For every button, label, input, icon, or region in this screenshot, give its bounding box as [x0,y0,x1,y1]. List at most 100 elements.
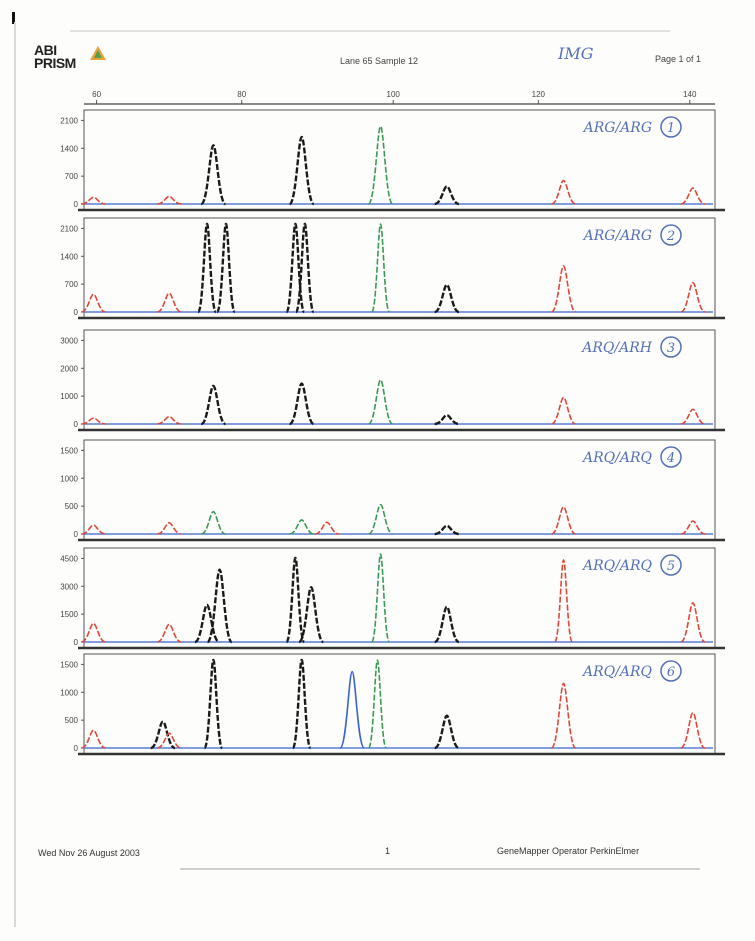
peak-green [367,125,394,205]
y-tick-label: 1000 [60,474,78,483]
genotype-annotation: ARQ/ARQ [581,450,652,466]
x-tick-label: 80 [237,90,246,99]
panel-1: 2100 1400 700 0 ARG/ARG 1 [60,109,725,212]
panel-2: 2100 1400 700 0 ARG/ARG 2 [60,217,725,320]
peak-black [150,720,176,750]
genotype-annotation: ARG/ARG [582,228,652,244]
y-tick-label: 2100 [60,116,78,125]
panel-number: 2 [666,229,675,244]
peak-red [551,179,576,205]
circled-number-ring [660,224,682,246]
panel-number: 5 [667,559,675,574]
peak-green [200,510,226,535]
panel-5: 4500 3000 1500 0 ARQ/ARQ 5 [60,547,725,650]
peak-red [550,682,577,749]
genotype-annotation: ARQ/ARH [580,340,652,356]
peak-black [434,605,460,644]
panel-4: 1500 1000 500 0 ARQ/ARQ 4 [60,439,725,542]
peak-red [680,187,706,205]
peak-black [434,283,460,314]
peak-red [680,602,706,643]
peak-green [368,503,394,535]
y-tick-label: 1500 [60,660,78,669]
y-tick-label: 0 [74,200,79,209]
y-tick-label: 1400 [60,144,78,153]
peak-black [294,222,315,314]
peak-red [156,522,182,535]
scan-corner-mark [12,12,15,24]
footer-page-number: 1 [385,846,391,856]
x-tick-label: 100 [387,90,401,99]
peak-red [156,415,182,425]
circled-number-ring [660,116,682,138]
peak-red [81,524,106,535]
y-tick-label: 2100 [60,224,78,233]
circled-number-ring [660,446,682,468]
y-tick-label: 3000 [60,336,78,345]
peak-black [285,222,306,314]
peak-green [370,223,391,313]
peak-black [288,382,315,426]
peak-red [680,520,706,535]
genotype-annotation: ARQ/ARQ [581,558,652,574]
handwritten-title: IMG [558,44,594,63]
sample-header: Lane 65 Sample 12 [340,56,419,66]
footer-software: GeneMapper Operator PerkinElmer [497,846,640,856]
peak-black [434,413,460,426]
logo-text-bottom: PRISM [34,55,76,71]
panel-number: 6 [667,665,675,680]
page-label: Page 1 of 1 [655,54,702,64]
y-tick-label: 0 [74,530,79,539]
peak-black [434,714,460,750]
peak-red [553,559,574,643]
peak-red [314,521,340,535]
peak-red [156,195,182,205]
peak-black [206,568,233,644]
y-tick-label: 2000 [60,364,78,373]
peak-red [81,417,106,425]
y-tick-label: 500 [65,502,79,511]
peak-black [200,384,227,426]
top-rule [70,30,670,32]
peak-red [156,732,182,749]
y-tick-label: 3000 [60,582,78,591]
peak-red [81,196,106,205]
peak-black [285,556,306,644]
peak-red [81,622,106,643]
panel-number: 3 [667,341,675,356]
abi-prism-logo: ABI PRISM [34,43,124,84]
y-tick-label: 1500 [60,446,78,455]
y-tick-label: 700 [65,280,79,289]
x-tick-label: 120 [532,90,546,99]
peak-green [370,553,391,643]
peak-red [680,711,706,749]
peak-red [156,623,182,643]
panel-6: 1500 1000 500 0 ARQ/ARQ 6 [60,653,725,756]
peak-red [156,292,182,313]
peak-red [81,729,106,749]
genotype-annotation: ARG/ARG [582,120,652,136]
y-tick-label: 1000 [60,392,78,401]
bottom-rule [180,868,700,870]
y-tick-label: 1500 [60,610,78,619]
peak-green [289,519,314,535]
peak-black [288,135,315,206]
panel-number: 4 [666,451,675,466]
y-tick-label: 0 [74,308,79,317]
peak-green [367,379,394,425]
y-tick-label: 0 [74,638,79,647]
y-tick-label: 1000 [60,688,78,697]
peak-black [197,222,218,314]
y-tick-label: 700 [65,172,79,181]
peak-black [203,658,224,750]
peak-black [291,658,312,750]
circled-number-ring [660,554,682,576]
circled-number-ring [660,336,682,358]
footer-date: Wed Nov 26 August 2003 [38,848,140,858]
y-tick-label: 500 [65,716,79,725]
peak-red [550,265,577,313]
y-tick-label: 0 [74,420,79,429]
circled-number-ring [660,660,682,682]
genotype-annotation: ARQ/ARQ [581,664,652,680]
